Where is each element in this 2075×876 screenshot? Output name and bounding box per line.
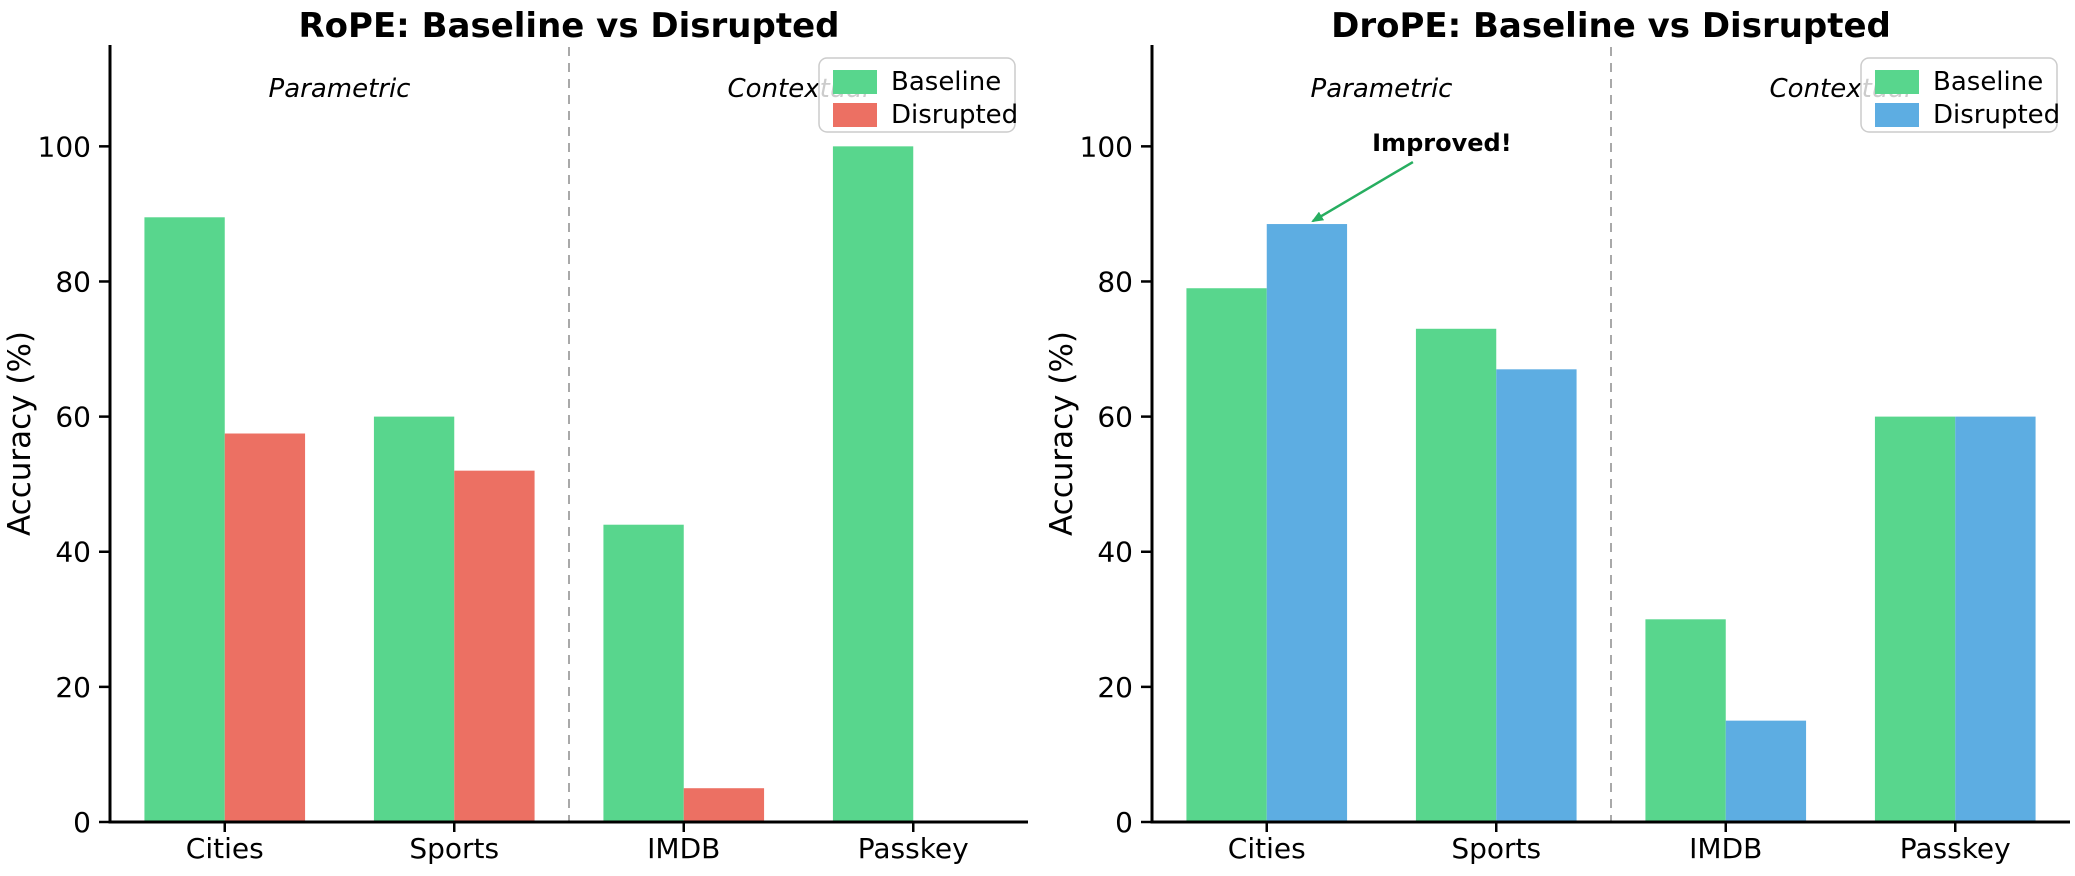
y-tick-label: 100 — [1080, 130, 1133, 163]
legend-swatch-disrupted — [1875, 103, 1919, 127]
legend-swatch-disrupted — [833, 103, 877, 127]
y-axis-label: Accuracy (%) — [1044, 331, 1080, 536]
x-tick-label: Sports — [1451, 832, 1541, 865]
y-tick-label: 100 — [38, 130, 91, 163]
bar-disrupted-imdb — [1725, 720, 1807, 822]
y-tick-label: 0 — [73, 806, 91, 839]
x-tick-label: Sports — [409, 832, 499, 865]
y-tick-label: 0 — [1115, 806, 1133, 839]
chart-title: RoPE: Baseline vs Disrupted — [299, 6, 840, 46]
y-tick-label: 20 — [55, 671, 91, 704]
bar-disrupted-cities — [224, 433, 306, 822]
legend-label-baseline: Baseline — [891, 67, 1001, 97]
y-axis-label: Accuracy (%) — [2, 331, 38, 536]
legend-label-baseline: Baseline — [1933, 67, 2043, 97]
improved-annotation: Improved! — [1372, 129, 1512, 157]
region-label: Parametric — [269, 74, 411, 104]
bar-baseline-cities — [144, 217, 225, 822]
x-tick-label: IMDB — [647, 832, 720, 865]
y-tick-label: 80 — [1097, 265, 1133, 298]
region-label: Parametric — [1311, 74, 1453, 104]
chart-rope: RoPE: Baseline vs Disrupted Accuracy (%) P… — [2, 6, 1028, 865]
bar-disrupted-cities — [1266, 224, 1348, 822]
bar-disrupted-sports — [454, 470, 535, 822]
x-tick-label: Cities — [1228, 832, 1306, 865]
x-tick-label: Passkey — [1900, 832, 2011, 865]
legend-swatch-baseline — [833, 70, 877, 94]
chart-title: DroPE: Baseline vs Disrupted — [1331, 6, 1891, 46]
bar-baseline-cities — [1186, 288, 1267, 823]
y-tick-label: 80 — [55, 265, 91, 298]
y-tick-label: 40 — [55, 536, 91, 569]
bar-baseline-sports — [373, 416, 455, 822]
bar-baseline-imdb — [603, 524, 684, 822]
bar-disrupted-sports — [1496, 369, 1577, 822]
y-tick-label: 60 — [55, 401, 91, 434]
y-tick-label: 60 — [1097, 401, 1133, 434]
chart-drope: DroPE: Baseline vs Disrupted Accuracy (%)… — [1044, 6, 2070, 865]
bar-baseline-passkey — [1874, 416, 1956, 822]
bar-baseline-imdb — [1645, 619, 1726, 822]
y-tick-label: 20 — [1097, 671, 1133, 704]
legend-swatch-baseline — [1875, 70, 1919, 94]
bar-disrupted-passkey — [1955, 416, 2036, 822]
bar-disrupted-imdb — [683, 788, 765, 822]
legend-label-disrupted: Disrupted — [891, 100, 1018, 130]
x-tick-label: IMDB — [1689, 832, 1762, 865]
bar-baseline-sports — [1415, 328, 1497, 822]
x-tick-label: Passkey — [858, 832, 969, 865]
improved-arrow — [1311, 160, 1414, 223]
y-tick-label: 40 — [1097, 536, 1133, 569]
legend-label-disrupted: Disrupted — [1933, 100, 2060, 130]
bar-baseline-passkey — [832, 146, 914, 822]
x-tick-label: Cities — [186, 832, 264, 865]
